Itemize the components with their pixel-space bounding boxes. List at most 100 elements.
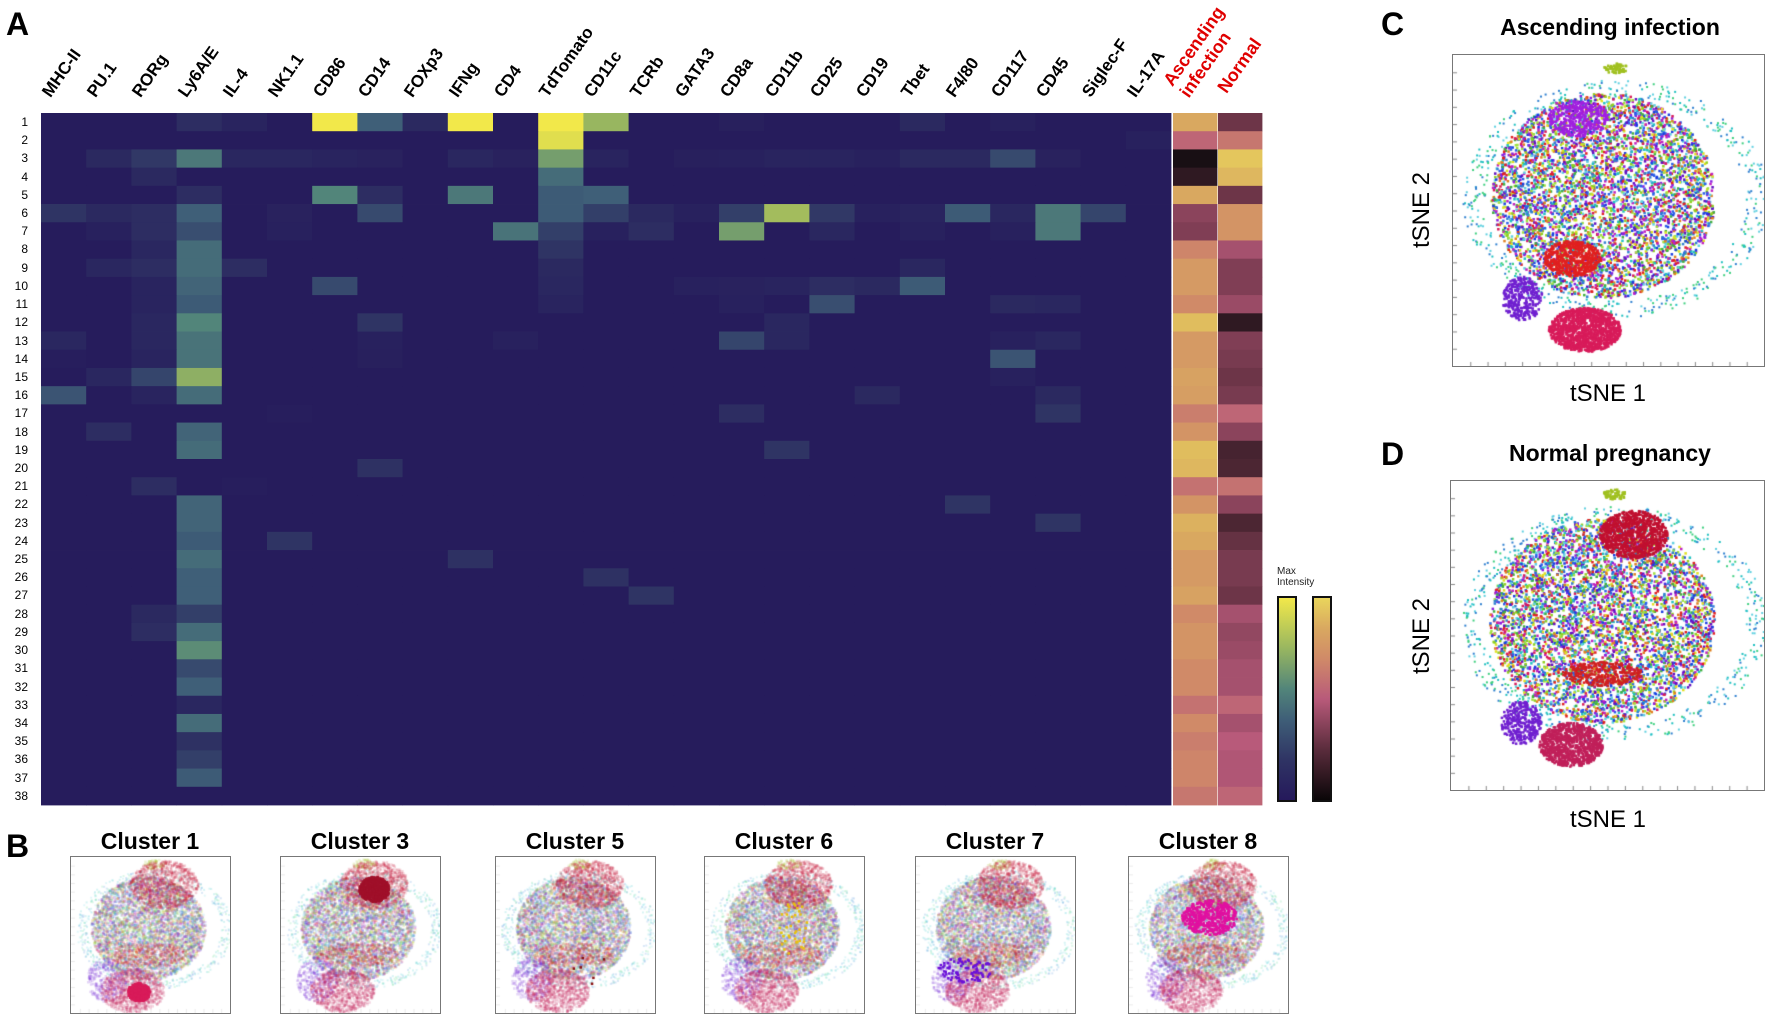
row-label: 25 [14,552,28,567]
heatmap-cell [628,276,675,296]
heatmap-cell [764,586,810,606]
heatmap-cell [357,349,403,369]
heatmap-cell [628,386,675,405]
heatmap-cell [1125,641,1172,660]
heatmap-cell [493,295,539,314]
heatmap-cell [1125,604,1172,624]
heatmap-cell [447,604,494,624]
heatmap-cell [673,222,720,241]
row-label: 38 [14,788,28,803]
heatmap-cell [447,531,494,551]
heatmap-cell [402,495,449,515]
heatmap-cell [1125,459,1172,478]
heatmap-cell [1080,604,1127,624]
group-cell [1173,167,1218,187]
heatmap-cell [583,240,629,260]
heatmap-cell [628,422,675,442]
heatmap-cell [719,131,765,150]
heatmap-cell [764,531,810,551]
heatmap-cell [854,641,901,660]
heatmap-cell [764,750,810,769]
heatmap-cell [673,313,720,332]
heatmap-cell [86,550,132,569]
heatmap-cell [628,604,675,624]
heatmap-cell [402,786,449,806]
heatmap-cell [583,604,629,624]
heatmap-cell [628,677,675,697]
heatmap-cell [899,276,946,296]
group-cell [1173,331,1218,351]
heatmap-cell [86,713,132,733]
heatmap-cell [41,786,87,806]
heatmap-cell [1125,695,1172,715]
heatmap-cell [447,276,494,296]
group-cell [1218,331,1263,351]
heatmap-cell [267,659,313,678]
heatmap-cell [221,732,268,751]
heatmap-cell [1080,750,1127,769]
heatmap-cell [41,276,87,296]
group-cell [1218,295,1263,314]
group-cell [1173,276,1218,296]
heatmap-cell [538,695,584,715]
heatmap-cell [41,459,87,478]
heatmap-cell [1035,113,1081,132]
heatmap-cell [719,404,765,423]
heatmap-cell [673,404,720,423]
heatmap-cell [764,568,810,587]
heatmap-cell [131,732,177,751]
heatmap-cell [538,149,584,169]
magma-colorbar [1312,596,1332,802]
heatmap-cell [673,240,720,260]
heatmap-cell [809,586,855,606]
heatmap-cell [899,513,946,533]
heatmap-cell [86,440,132,460]
heatmap-cell [538,295,584,314]
heatmap-cell [221,750,268,769]
heatmap-cell [673,331,720,351]
heatmap-cell [628,349,675,369]
heatmap-cell [41,331,87,351]
row-label: 4 [21,169,28,184]
heatmap-cell [86,222,132,241]
cluster-tsne-plot [70,856,231,1014]
heatmap-cell [493,313,539,332]
heatmap-cell [267,149,313,169]
heatmap-cell [1080,185,1127,205]
heatmap-cell [628,204,675,223]
heatmap-cell [1080,113,1127,132]
group-cell [1173,550,1218,569]
group-cell [1173,113,1218,132]
row-label: 33 [14,697,28,712]
heatmap-cell [493,495,539,515]
heatmap-cell [447,568,494,587]
group-cell [1173,586,1218,606]
heatmap-cell [41,750,87,769]
heatmap-cell [899,495,946,515]
heatmap-cell [899,240,946,260]
heatmap-cell [267,386,313,405]
heatmap-cell [628,149,675,169]
heatmap-cell [583,477,629,496]
heatmap-cell [945,367,991,387]
heatmap-cell [312,641,358,660]
heatmap-cell [176,422,223,442]
heatmap-cell [854,313,901,332]
group-cell [1218,786,1263,806]
heatmap-cell [809,568,855,587]
heatmap-cell [719,531,765,551]
heatmap-cell [899,131,946,150]
heatmap-cell [899,386,946,405]
heatmap-cell [447,422,494,442]
heatmap-cell [583,513,629,533]
tsne-d-xlabel: tSNE 1 [1569,806,1647,833]
heatmap-cell [402,513,449,533]
heatmap-cell [176,677,223,697]
heatmap-cell [945,240,991,260]
heatmap-cell [312,786,358,806]
group-cell [1173,222,1218,241]
heatmap-cell [267,768,313,788]
group-cell [1218,349,1263,369]
heatmap-cell [402,586,449,606]
heatmap-cell [176,495,223,515]
